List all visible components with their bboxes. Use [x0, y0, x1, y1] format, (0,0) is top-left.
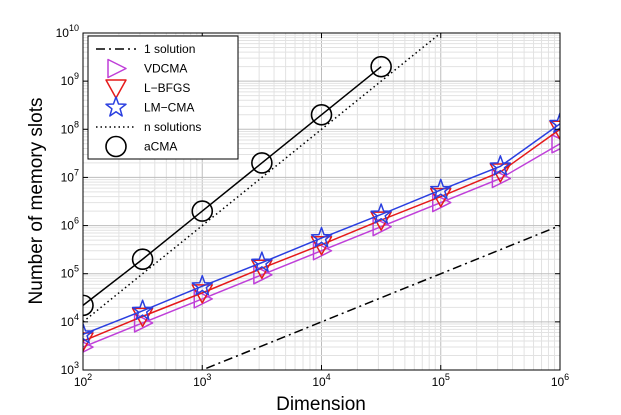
y-tick-label: 1010 [56, 23, 79, 40]
data-point-lm-cma [251, 251, 273, 272]
data-point-vdcma [372, 216, 392, 237]
y-tick-label-base: 10 [61, 74, 75, 88]
series-line-lm-cma [83, 123, 560, 336]
data-point-vdcma [253, 265, 273, 285]
y-tick-label-base: 10 [61, 170, 75, 184]
y-tick-label-exponent: 3 [74, 360, 79, 370]
data-point-vdcma [551, 134, 560, 154]
data-point-lm-cma [430, 178, 452, 200]
y-tick-label: 107 [61, 167, 79, 184]
data-point-lm-cma [549, 112, 560, 134]
x-tick-label-exponent: 6 [564, 372, 569, 382]
legend-marker-acma [105, 135, 127, 158]
legend-label-1-solution: 1 solution [144, 42, 195, 56]
x-tick-label: 104 [312, 372, 330, 389]
legend-marker-vdcma [107, 58, 127, 79]
legend: 1 solution VDCMA L−BFGS LM−CMA n solutions aC… [87, 35, 239, 160]
data-point-vdcma [133, 313, 154, 333]
x-tick-label-exponent: 5 [445, 372, 450, 382]
data-point-vdcma [491, 168, 512, 189]
data-point-vdcma [83, 341, 94, 353]
legend-label-n-solutions: n solutions [144, 120, 201, 134]
data-point-lm-cma [83, 323, 94, 344]
y-tick-label-exponent: 6 [74, 216, 79, 226]
x-tick-label-base: 10 [312, 375, 326, 389]
y-tick-label-exponent: 5 [74, 264, 79, 274]
y-tick-label-base: 10 [61, 219, 75, 233]
data-point-acma [370, 55, 392, 78]
x-tick-label: 103 [193, 372, 211, 389]
x-tick-label-base: 10 [193, 375, 207, 389]
x-tick-label-base: 10 [74, 375, 88, 389]
y-tick-label-exponent: 9 [74, 71, 79, 81]
y-axis-label: Number of memory slots [26, 98, 47, 305]
legend-label-lm-cma: LM−CMA [144, 101, 194, 115]
series-line-vdcma [83, 143, 560, 348]
legend-label-acma: aCMA [144, 140, 177, 154]
data-point-acma [83, 294, 94, 317]
series-layer [83, 33, 560, 370]
y-tick-label: 104 [61, 312, 79, 329]
series-line-l-bfgs [83, 128, 560, 342]
x-tick-label: 106 [551, 372, 569, 389]
x-tick-label-exponent: 4 [326, 372, 331, 382]
y-tick-label-base: 10 [56, 26, 70, 40]
y-tick-label: 108 [61, 119, 79, 136]
series-line-acma [83, 66, 382, 306]
series-line-n-solutions [83, 33, 442, 323]
data-point-acma [131, 248, 154, 271]
data-point-lm-cma [370, 203, 392, 224]
y-tick-label-exponent: 8 [74, 119, 79, 129]
y-tick-label: 109 [61, 71, 79, 88]
y-tick-label-exponent: 4 [74, 312, 79, 322]
legend-label-vdcma: VDCMA [144, 62, 187, 76]
y-tick-label: 106 [61, 216, 79, 233]
legend-marker-l-bfgs [105, 79, 127, 99]
y-tick-label-exponent: 10 [69, 23, 79, 33]
data-point-lm-cma [310, 226, 333, 248]
data-point-vdcma [432, 192, 452, 213]
data-point-acma [251, 152, 273, 174]
data-point-lm-cma [131, 299, 154, 321]
data-point-acma [310, 103, 333, 126]
y-tick-label-base: 10 [61, 315, 75, 329]
x-tick-label: 102 [74, 372, 92, 389]
x-tick-label-base: 10 [432, 375, 446, 389]
data-point-lm-cma [191, 274, 213, 296]
x-tick-label-base: 10 [551, 375, 565, 389]
x-tick-label: 105 [432, 372, 450, 389]
data-point-vdcma [312, 240, 333, 261]
y-tick-label-exponent: 7 [74, 167, 79, 177]
data-point-vdcma [193, 289, 213, 309]
series-clip-group [83, 33, 560, 370]
y-tick-label: 103 [61, 360, 79, 377]
legend-marker-lm-cma [105, 96, 127, 117]
x-axis-label: Dimension [276, 394, 366, 415]
legend-label-l-bfgs: L−BFGS [144, 81, 190, 95]
x-tick-label-exponent: 3 [206, 372, 211, 382]
y-tick-label-base: 10 [61, 267, 75, 281]
legend-box [87, 35, 239, 160]
y-tick-label-base: 10 [61, 363, 75, 377]
data-point-lm-cma [489, 155, 512, 176]
y-tick-label-base: 10 [61, 122, 75, 136]
data-point-acma [191, 200, 214, 222]
x-tick-label-exponent: 2 [87, 372, 92, 382]
y-tick-label: 105 [61, 264, 79, 281]
